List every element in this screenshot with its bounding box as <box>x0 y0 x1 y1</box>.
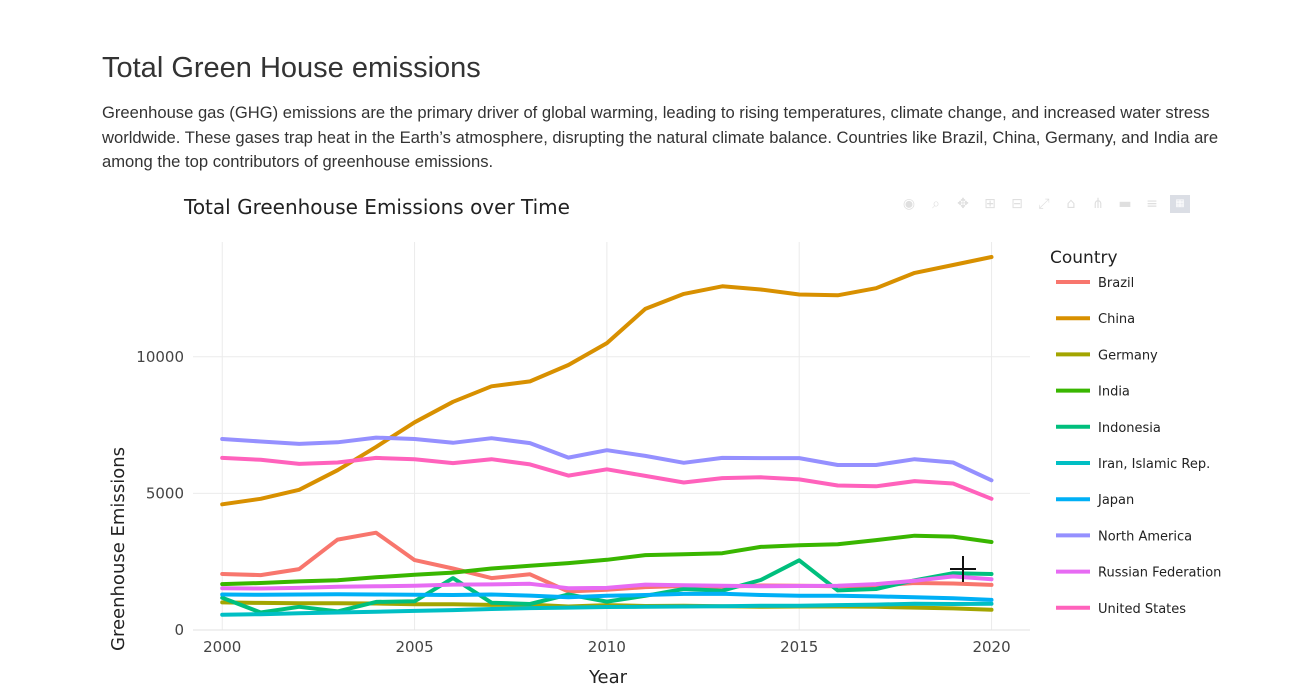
legend-item-united-states[interactable]: United States <box>1098 602 1186 617</box>
legend-item-germany[interactable]: Germany <box>1098 348 1158 363</box>
legend-title: Country <box>1050 248 1118 268</box>
chart-modebar[interactable]: ◉ ⌕ ✥ ⊞ ⊟ ⤢ ⌂ ⋔ ▬ ≡ ▦ <box>900 193 1190 215</box>
legend-item-russian-federation[interactable]: Russian Federation <box>1098 566 1221 581</box>
series-line-united-states[interactable] <box>220 455 994 501</box>
x-tick-label: 2015 <box>780 638 818 656</box>
emissions-chart: Total Greenhouse Emissions over Time 200… <box>0 180 1295 686</box>
chart-title: Total Greenhouse Emissions over Time <box>183 195 570 219</box>
y-tick-label: 10000 <box>136 348 184 366</box>
y-tick-label: 5000 <box>146 484 184 502</box>
tick-layer: 2000 2005 2010 2015 2020 0 5000 10000 <box>136 348 1010 656</box>
plotly-logo-icon[interactable]: ▦ <box>1170 195 1190 213</box>
x-tick-label: 2010 <box>588 638 626 656</box>
series-line-indonesia[interactable] <box>220 558 994 615</box>
legend-item-china[interactable]: China <box>1098 312 1135 327</box>
x-tick-label: 2020 <box>972 638 1010 656</box>
legend-item-japan[interactable]: Japan <box>1097 493 1134 508</box>
series-line-north-america[interactable] <box>220 435 994 483</box>
series-line-iran-islamic-rep[interactable] <box>220 601 994 617</box>
zoom-icon[interactable]: ⌕ <box>932 196 940 212</box>
legend-item-indonesia[interactable]: Indonesia <box>1098 421 1161 436</box>
y-axis-title: Greenhouse Emissions <box>108 447 129 651</box>
spike-lines-icon[interactable]: ⋔ <box>1092 196 1104 212</box>
autoscale-icon[interactable]: ⤢ <box>1038 196 1050 212</box>
series-line-russian-federation[interactable] <box>220 574 994 591</box>
legend-item-india[interactable]: India <box>1098 385 1130 400</box>
x-tick-label: 2005 <box>395 638 433 656</box>
hover-compare-icon[interactable]: ≡ <box>1146 196 1158 212</box>
series-line-india[interactable] <box>220 533 994 587</box>
page-description: Greenhouse gas (GHG) emissions are the p… <box>102 103 1219 171</box>
x-axis-title: Year <box>588 667 628 686</box>
legend-item-north-america[interactable]: North America <box>1098 529 1192 544</box>
zoom-in-icon[interactable]: ⊞ <box>984 196 996 212</box>
line-layer <box>220 255 994 617</box>
zoom-out-icon[interactable]: ⊟ <box>1011 196 1023 212</box>
legend-item-iran-islamic-rep[interactable]: Iran, Islamic Rep. <box>1098 457 1210 472</box>
x-tick-label: 2000 <box>203 638 241 656</box>
page-title: Total Green House emissions <box>102 52 481 84</box>
pan-icon[interactable]: ✥ <box>957 196 969 212</box>
grid-layer <box>193 242 1030 631</box>
legend-item-brazil[interactable]: Brazil <box>1098 276 1134 291</box>
chart-svg: Total Greenhouse Emissions over Time 200… <box>108 195 1221 686</box>
camera-icon[interactable]: ◉ <box>902 196 916 212</box>
legend: Country Brazil China Germany India Indonesia I… <box>1050 248 1221 617</box>
reset-axes-icon[interactable]: ⌂ <box>1066 196 1076 212</box>
series-line-japan[interactable] <box>220 591 994 602</box>
y-tick-label: 0 <box>174 621 184 639</box>
hover-closest-icon[interactable]: ▬ <box>1118 196 1132 212</box>
